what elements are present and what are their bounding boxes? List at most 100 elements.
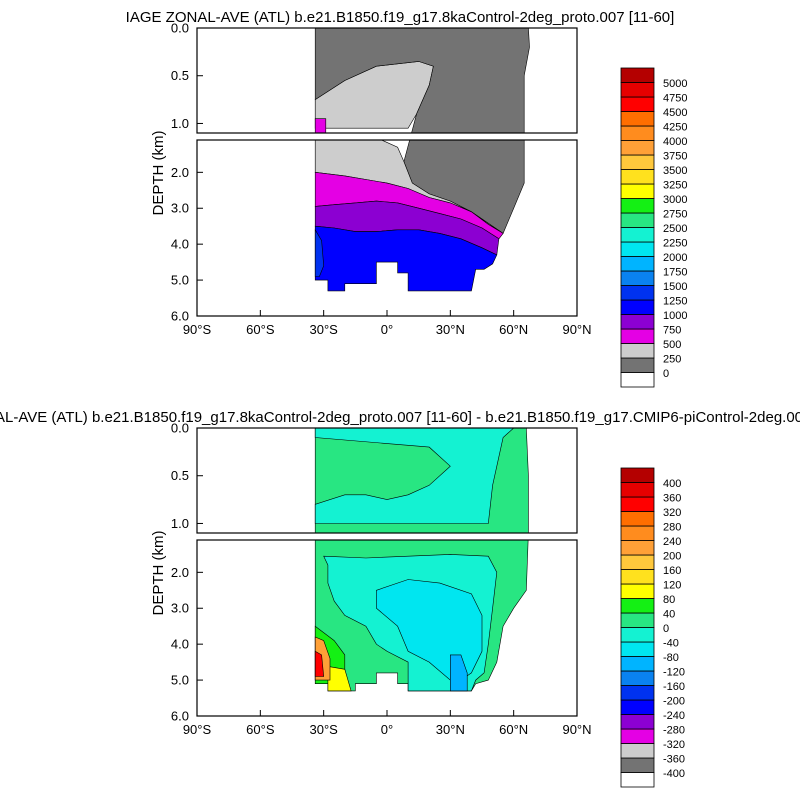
y-tick-label: 2.0 (171, 165, 189, 180)
colorbar-label: 360 (663, 493, 681, 505)
colorbar-swatch (620, 285, 655, 301)
y-tick-label: 5.0 (171, 673, 189, 688)
colorbar-label: -280 (663, 725, 685, 737)
colorbar-label: -320 (663, 739, 685, 751)
panel-bottom-ylabel: DEPTH (km) (150, 531, 167, 616)
colorbar-swatch (620, 699, 655, 715)
colorbar-label: 280 (663, 522, 681, 534)
x-tick-label: 90°N (562, 322, 591, 337)
x-tick-label: 60°S (246, 322, 275, 337)
colorbar-swatch (620, 467, 655, 483)
colorbar-label: 2500 (663, 223, 687, 235)
colorbar-label: 2750 (663, 209, 687, 221)
colorbar-swatch (620, 656, 655, 672)
colorbar-swatch (620, 183, 655, 199)
y-tick-label: 0.5 (171, 468, 189, 483)
contour-region-0-3 (314, 118, 327, 134)
colorbar-label: 80 (663, 594, 675, 606)
colorbar-swatch (620, 743, 655, 759)
y-tick-label: 3.0 (171, 601, 189, 616)
x-tick-label: 60°N (499, 322, 528, 337)
colorbar-label: 3500 (663, 165, 687, 177)
colorbar-label: 4750 (663, 93, 687, 105)
colorbar-label: 320 (663, 507, 681, 519)
colorbar-label: 750 (663, 325, 681, 337)
colorbar-swatch (620, 670, 655, 686)
colorbar-label: 200 (663, 551, 681, 563)
colorbar-label: 4000 (663, 136, 687, 148)
colorbar-label: 0 (663, 368, 669, 380)
colorbar-swatch (620, 227, 655, 243)
colorbar-swatch (620, 685, 655, 701)
colorbar-swatch (620, 757, 655, 773)
colorbar-swatch (620, 372, 655, 388)
colorbar-label: -240 (663, 710, 685, 722)
x-tick-label: 30°N (436, 722, 465, 737)
colorbar-swatch (620, 343, 655, 359)
colorbar-swatch (620, 256, 655, 272)
colorbar-label: 1500 (663, 281, 687, 293)
colorbar-swatch (620, 299, 655, 315)
colorbar-label: -120 (663, 667, 685, 679)
panel-bottom-axes: 90°S 60°S 30°S 0° 30°N 60°N 90°N 0.0 0.5 1.0 2.0 3.… (171, 421, 592, 738)
colorbar-swatch (620, 714, 655, 730)
colorbar-swatch (620, 583, 655, 599)
colorbar-label: -200 (663, 696, 685, 708)
y-tick-label: 4.0 (171, 637, 189, 652)
contour-region-0-7 (314, 228, 325, 277)
panel-top-ylabel: DEPTH (km) (150, 131, 167, 216)
colorbar-swatch (620, 641, 655, 657)
colorbar-label: 500 (663, 339, 681, 351)
upper-axes-frame (196, 27, 578, 134)
colorbar-swatch (620, 241, 655, 257)
colorbar-swatch (620, 612, 655, 628)
x-tick-label: 30°S (309, 322, 338, 337)
colorbar-label: 2250 (663, 238, 687, 250)
colorbar-swatch (620, 270, 655, 286)
x-tick-label: 90°N (562, 722, 591, 737)
panel-top: IAGE ZONAL-AVE (ATL) b.e21.B1850.f19_g17… (126, 9, 687, 388)
colorbar-swatch (620, 96, 655, 112)
colorbar-swatch (620, 198, 655, 214)
colorbar-swatch (620, 482, 655, 498)
y-tick-label: 5.0 (171, 273, 189, 288)
colorbar-swatch (620, 496, 655, 512)
x-tick-label: 30°S (309, 722, 338, 737)
colorbar-label: -160 (663, 681, 685, 693)
x-tick-label: 90°S (183, 722, 212, 737)
colorbar-label: 1000 (663, 310, 687, 322)
y-tick-label: 2.0 (171, 565, 189, 580)
colorbar-label: 40 (663, 609, 675, 621)
contour-region-1-4 (449, 654, 468, 692)
y-tick-label: 3.0 (171, 201, 189, 216)
colorbar-swatch (620, 554, 655, 570)
upper-axes-frame (196, 427, 578, 534)
colorbar-label: 1250 (663, 296, 687, 308)
colorbar-swatch (620, 140, 655, 156)
panel-gap (195, 533, 579, 540)
colorbar-swatch (620, 525, 655, 541)
colorbar-label: -400 (663, 768, 685, 780)
colorbar-label: 2000 (663, 252, 687, 264)
panel-top-title: IAGE ZONAL-AVE (ATL) b.e21.B1850.f19_g17… (126, 9, 675, 26)
y-tick-label: 4.0 (171, 237, 189, 252)
colorbar-swatch (620, 82, 655, 98)
y-tick-label: 1.0 (171, 116, 189, 131)
colorbar-label: -80 (663, 652, 679, 664)
colorbar-swatch (620, 357, 655, 373)
x-tick-label: 0° (381, 322, 393, 337)
colorbar-label: 4250 (663, 122, 687, 134)
colorbar-label: 250 (663, 354, 681, 366)
colorbar-swatch (620, 598, 655, 614)
y-tick-label: 0.0 (171, 21, 189, 36)
colorbar-swatch (620, 511, 655, 527)
colorbar-swatch (620, 111, 655, 127)
colorbar-swatch (620, 154, 655, 170)
x-tick-label: 0° (381, 722, 393, 737)
colorbar-label: 120 (663, 580, 681, 592)
colorbar-label: -360 (663, 754, 685, 766)
y-tick-label: 6.0 (171, 309, 189, 324)
panel-gap (195, 133, 579, 140)
